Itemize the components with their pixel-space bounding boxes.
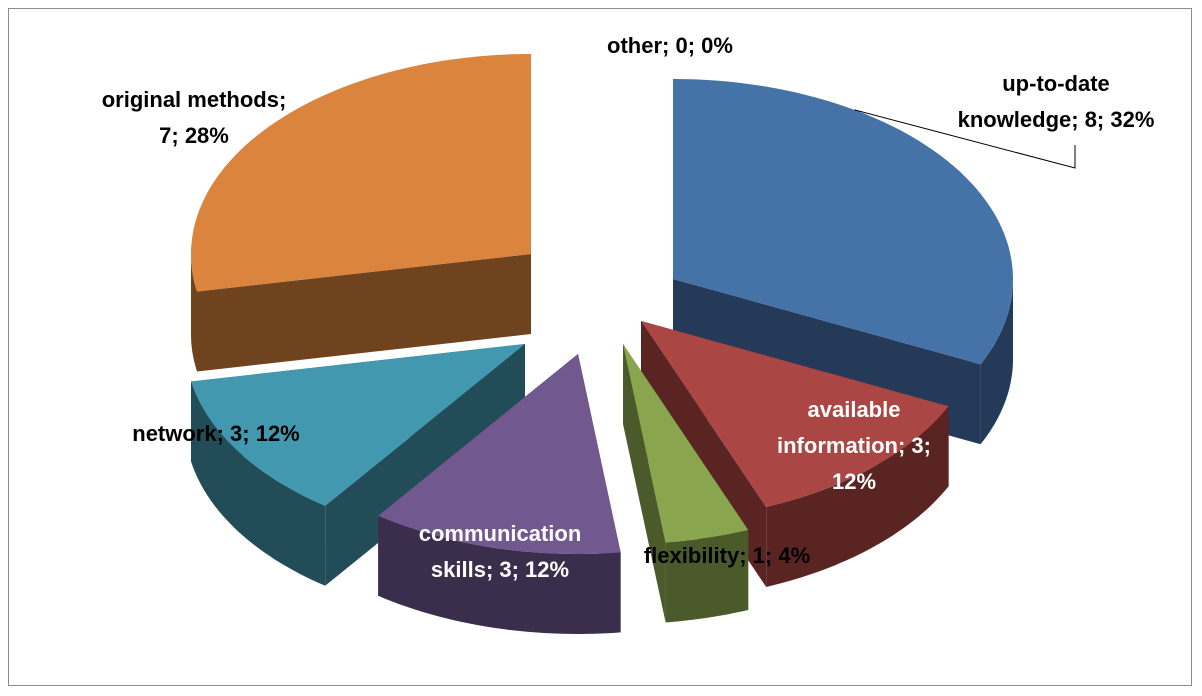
pie-slice-wall-communication-skills [378, 515, 621, 634]
data-label-communication-skills: communication skills; 3; 12% [419, 521, 582, 582]
pie-slice-top-communication-skills [378, 354, 621, 554]
pie-slice-original-methods [191, 54, 531, 372]
pie-slice-communication-skills [378, 354, 621, 634]
pie-slice-wall-network [191, 381, 326, 586]
data-label-network: network; 3; 12% [132, 421, 300, 446]
pie-slice-wall-available-information [766, 406, 949, 587]
pie-slice-side-original-methods [197, 254, 531, 372]
pie-slice-top-up-to-date-knowledge [673, 79, 1013, 365]
data-label-line: up-to-date [1002, 71, 1110, 96]
data-label-line: communication [419, 521, 582, 546]
pie-slice-available-information [641, 321, 949, 587]
data-label-flexibility: flexibility; 1; 4% [644, 543, 810, 568]
chart-frame: up-to-date knowledge; 8; 32% available info… [8, 8, 1192, 686]
data-label-line: available [808, 397, 901, 422]
data-label-line: 12% [832, 469, 876, 494]
pie-slice-top-available-information [641, 321, 949, 507]
leader-line-up-to-date-knowledge [854, 109, 1076, 169]
pie-slice-top-original-methods [191, 54, 531, 292]
data-label-available-information: available information; 3; 12% [777, 397, 931, 494]
pie-slice-wall-flexibility [665, 530, 749, 623]
data-label-line: network; 3; 12% [132, 421, 300, 446]
data-label-line: original methods; [102, 87, 287, 112]
pie-slice-wall-original-methods [191, 254, 197, 372]
data-label-original-methods: original methods; 7; 28% [102, 87, 287, 148]
pie-chart: up-to-date knowledge; 8; 32% available info… [102, 33, 1155, 634]
data-label-other: other; 0; 0% [607, 33, 733, 58]
labels-layer: up-to-date knowledge; 8; 32% available info… [102, 33, 1155, 582]
data-label-line: knowledge; 8; 32% [958, 107, 1155, 132]
pie-slice-flexibility [623, 344, 749, 623]
pie-slice-wall-up-to-date-knowledge [980, 279, 1013, 445]
leader-layer [854, 109, 1076, 169]
pie-slice-top-flexibility [623, 344, 749, 543]
pie-slice-top-network [191, 344, 525, 506]
slices-layer [191, 54, 1013, 634]
pie-slice-network [191, 344, 525, 586]
data-label-up-to-date-knowledge: up-to-date knowledge; 8; 32% [958, 71, 1155, 132]
data-label-line: flexibility; 1; 4% [644, 543, 810, 568]
data-label-line: skills; 3; 12% [431, 557, 569, 582]
data-label-line: other; 0; 0% [607, 33, 733, 58]
data-label-line: 7; 28% [159, 123, 229, 148]
data-label-line: information; 3; [777, 433, 931, 458]
pie-slice-side-flexibility [623, 344, 666, 623]
